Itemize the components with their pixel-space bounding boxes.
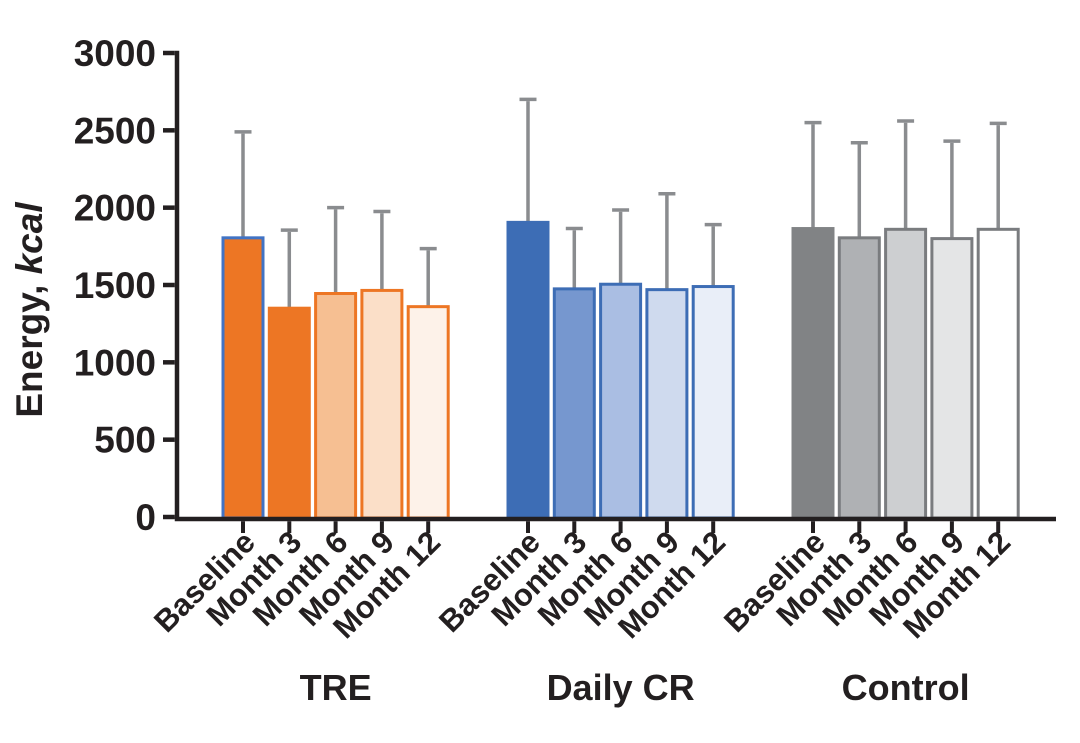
bar-daily-cr-baseline: [506, 220, 550, 520]
y-tick-label-3000: 3000: [74, 33, 156, 74]
bar-control-baseline: [791, 227, 835, 520]
bar-daily-cr-month-6: [599, 282, 643, 520]
bar-daily-cr-month-3: [552, 287, 596, 520]
bar-tre-month-3: [267, 306, 311, 520]
bar-tre-month-6: [314, 292, 358, 520]
bar-daily-cr-month-12: [691, 285, 735, 520]
y-tick-label-2500: 2500: [74, 110, 156, 151]
y-axis-label: Energy, kcal: [9, 202, 50, 418]
y-axis-label-unit: kcal: [9, 202, 50, 275]
bar-control-month-3: [837, 236, 881, 520]
y-tick-label-2000: 2000: [74, 188, 156, 229]
bar-control-month-12: [976, 227, 1020, 520]
bar-control-month-9: [930, 237, 974, 520]
bar-tre-month-9: [360, 288, 404, 520]
bar-tre-month-12: [406, 305, 450, 520]
bar-control-month-6: [884, 227, 928, 520]
bar-tre-baseline: [221, 236, 265, 520]
bar-daily-cr-month-9: [645, 288, 689, 520]
group-label-daily-cr: Daily CR: [547, 667, 695, 708]
y-axis-label-prefix: Energy,: [9, 274, 50, 417]
group-label-control: Control: [842, 667, 970, 708]
group-label-tre: TRE: [300, 667, 372, 708]
y-tick-label-500: 500: [94, 420, 156, 461]
y-tick-label-0: 0: [135, 497, 156, 538]
y-tick-label-1000: 1000: [74, 342, 156, 383]
y-tick-label-1500: 1500: [74, 265, 156, 306]
